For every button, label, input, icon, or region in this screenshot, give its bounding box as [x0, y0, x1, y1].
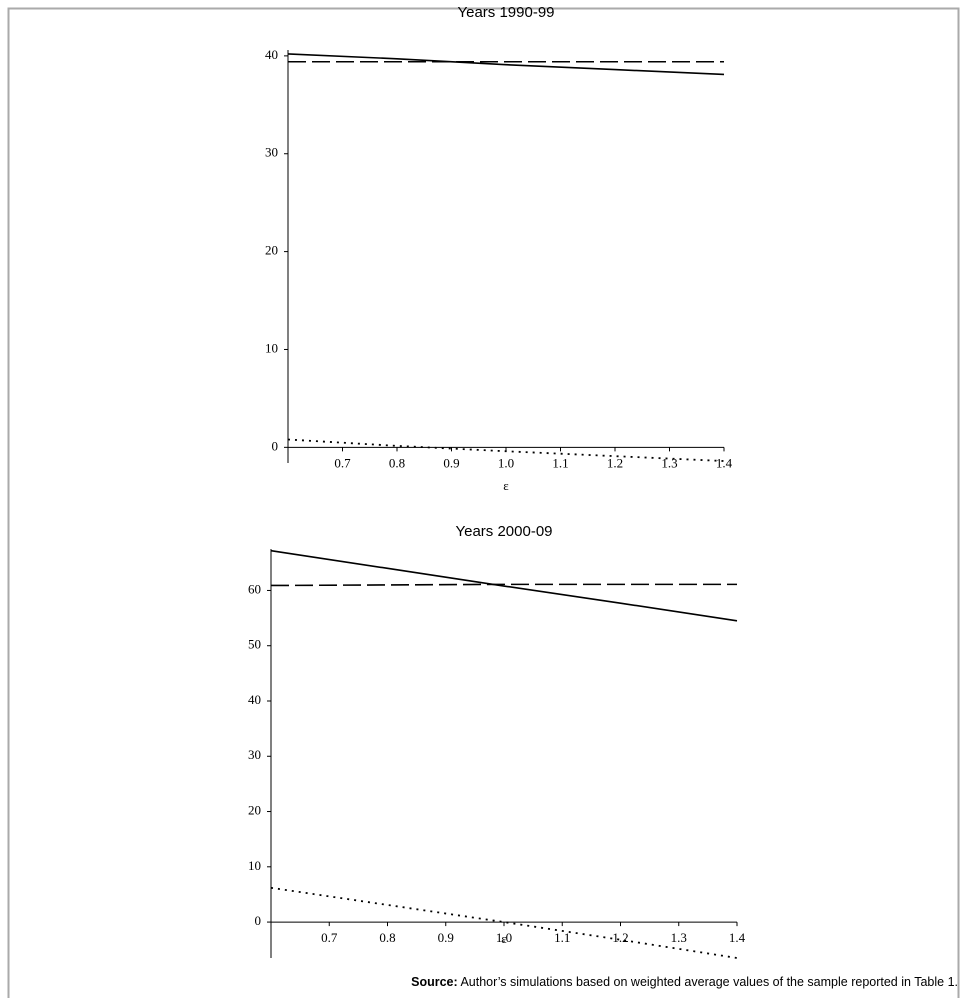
- series-line: [287, 53, 725, 76]
- x-tick-label: 1.1: [554, 930, 570, 945]
- y-tick-label: 50: [248, 637, 261, 652]
- y-tick-label: 40: [265, 47, 278, 62]
- frame: [7, 7, 960, 998]
- x-tick-label: 0.8: [379, 930, 395, 945]
- y-tick-label: 20: [248, 803, 261, 818]
- x-tick-label: 1.1: [552, 455, 568, 470]
- x-tick-label: 0.7: [321, 930, 338, 945]
- y-tick-label: 20: [265, 243, 278, 258]
- x-axis-label: ε: [501, 931, 507, 946]
- source-note: Source: Author’s simulations based on we…: [411, 975, 958, 989]
- x-tick-label: 1.2: [607, 455, 623, 470]
- x-tick-label: 1.0: [498, 455, 514, 470]
- x-tick-label: 1.3: [661, 455, 677, 470]
- source-label: Source:: [411, 975, 458, 989]
- x-tick-label: 0.9: [443, 455, 459, 470]
- x-tick-label: 0.7: [334, 455, 351, 470]
- x-tick-label: 1.4: [716, 455, 733, 470]
- series-line: [287, 438, 725, 462]
- series-line: [270, 583, 737, 587]
- y-tick-label: 30: [265, 145, 278, 160]
- x-axis-label: ε: [503, 478, 509, 493]
- source-text: Author’s simulations based on weighted a…: [458, 975, 958, 989]
- chart-title: Years 2000-09: [455, 523, 552, 540]
- x-tick-label: 0.8: [389, 455, 405, 470]
- y-tick-label: 10: [265, 340, 278, 355]
- x-tick-label: 0.9: [438, 930, 454, 945]
- series-line: [270, 886, 738, 959]
- x-tick-label: 1.4: [729, 930, 746, 945]
- x-tick-label: 1.3: [671, 930, 687, 945]
- y-tick-label: 0: [272, 438, 279, 453]
- x-tick-label: 1.0: [496, 930, 512, 945]
- series-line: [270, 549, 738, 622]
- y-tick-label: 0: [255, 913, 262, 928]
- chart-title: Years 1990-99: [457, 4, 554, 21]
- y-tick-label: 10: [248, 858, 261, 873]
- y-tick-label: 60: [248, 581, 261, 596]
- x-tick-label: 1.2: [612, 930, 628, 945]
- y-tick-label: 30: [248, 747, 261, 762]
- y-tick-label: 40: [248, 692, 261, 707]
